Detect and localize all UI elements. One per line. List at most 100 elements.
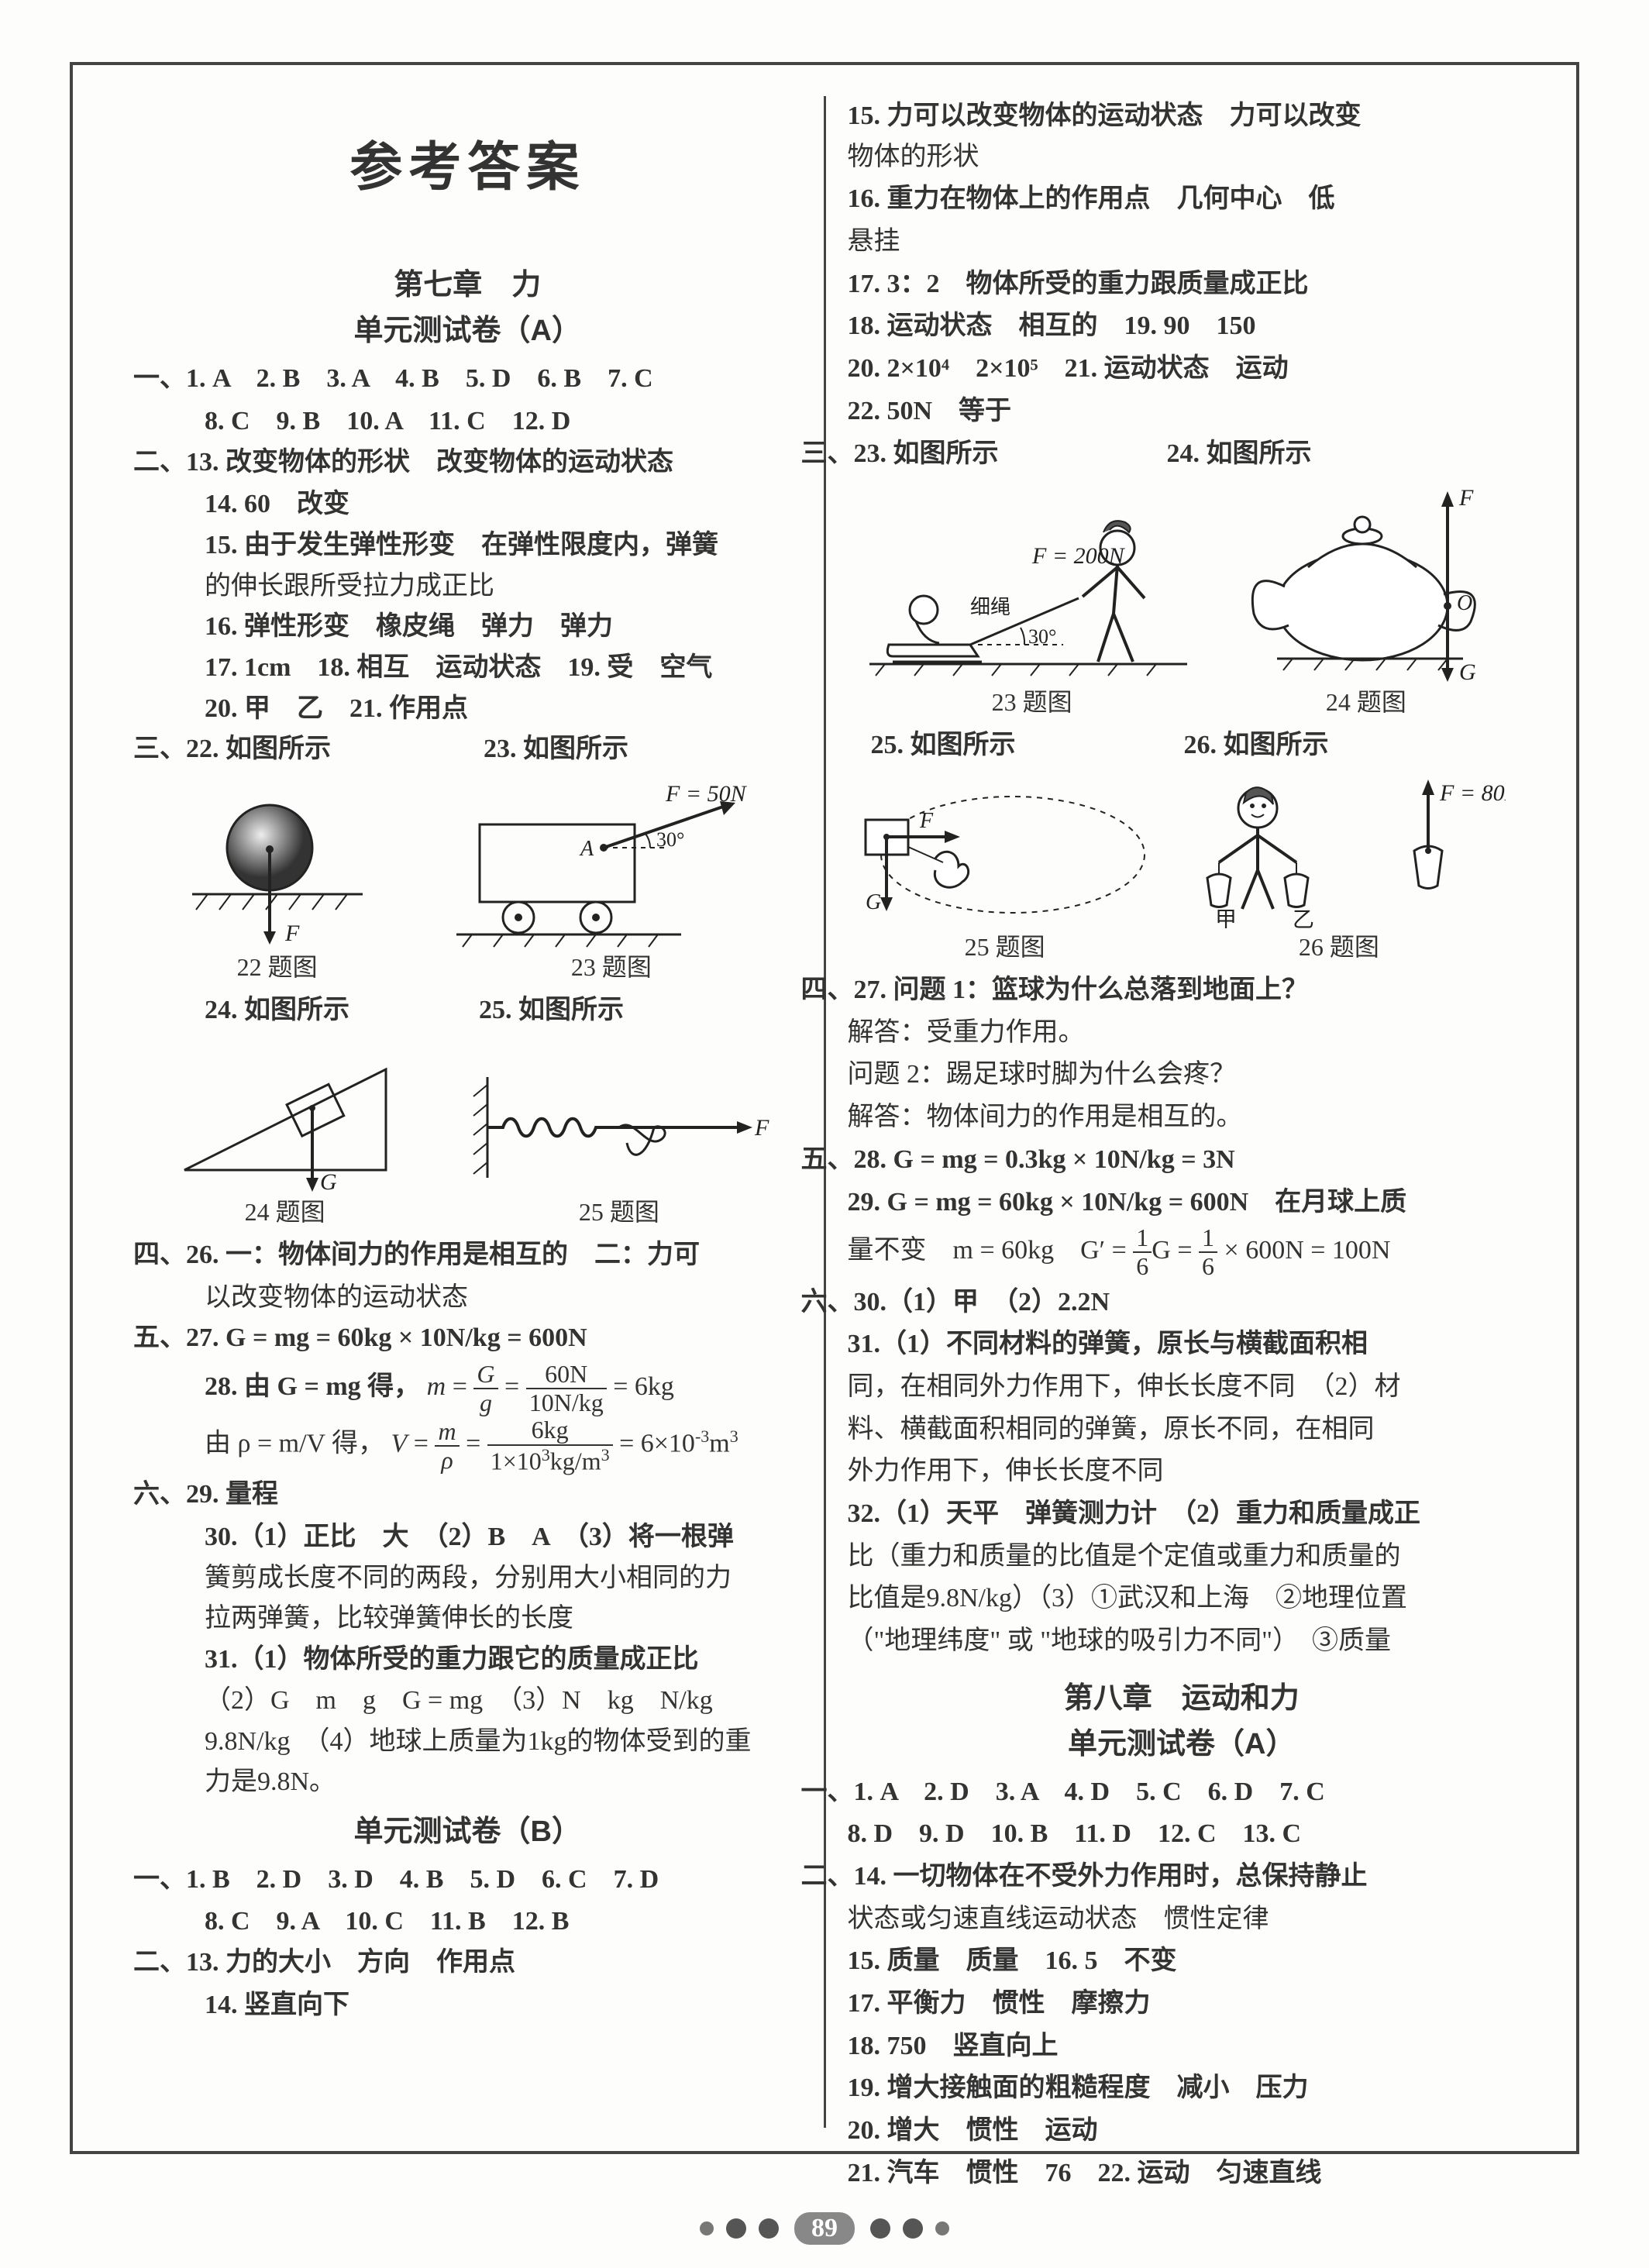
left-column: 参考答案 第七章 力 单元测试卷（A） 一、1. A 2. B 3. A 4. … — [112, 96, 824, 2128]
fig-25-svg: F — [464, 1062, 774, 1193]
r-ans-22: 22. 50N 等于 — [848, 391, 1516, 432]
b-section-1-tag: 一、 — [133, 1865, 186, 1894]
right-column: 15. 力可以改变物体的运动状态 力可以改变 物体的形状 16. 重力在物体上的… — [826, 96, 1538, 2128]
r-labels-25-26: 25. 如图所示 26. 如图所示 — [848, 725, 1516, 766]
r-fig-23: 细绳 30° F = 200N 23 题图 — [862, 490, 1203, 722]
footer-dot-icon — [935, 2222, 949, 2235]
ans-31c: 9.8N/kg （4）地球上质量为1kg的物体受到的重 — [133, 1722, 802, 1763]
r-fig26-b: 乙 — [1293, 908, 1314, 928]
c-ans-19: 19. 增大接触面的粗糙程度 减小 压力 — [848, 2068, 1516, 2109]
r-fig-26-svg: 甲 乙 F = 80N — [1172, 773, 1506, 928]
ans-8-12: 8. C 9. B 10. A 11. C 12. D — [133, 401, 802, 442]
ans-25: 25. 如图所示 — [479, 996, 624, 1024]
cap-25: 25 题图 — [464, 1193, 774, 1232]
r-fig-25-svg: F G — [858, 781, 1152, 928]
r-ans-32d: （"地理纬度" 或 "地球的吸引力不同"） ③质量 — [848, 1621, 1516, 1662]
r-cap-24: 24 题图 — [1231, 683, 1502, 722]
r-ans-23: 23. 如图所示 — [854, 439, 999, 468]
r-ans-27c: 问题 2：踢足球时脚为什么会疼？ — [848, 1055, 1516, 1096]
r-fig23-force: F = 200N — [1031, 543, 1126, 569]
ans-28-line2: 由 ρ = m/V 得， V = mρ = 6kg1×103kg/m3 = 6×… — [133, 1416, 802, 1475]
r-ans-29a: 29. G = mg = 60kg × 10N/kg = 600N 在月球上质 — [848, 1182, 1516, 1223]
fig-25: F 25 题图 — [464, 1062, 774, 1232]
r-ans-16a: 16. 重力在物体上的作用点 几何中心 低 — [848, 179, 1516, 220]
r-ans-32a: 32.（1）天平 弹簧测力计 （2）重力和质量成正 — [848, 1494, 1516, 1535]
c-ans-14b: 状态或匀速直线运动状态 惯性定律 — [848, 1899, 1516, 1940]
r-ans-31c: 料、横截面积相同的弹簧，原长不同，在相同 — [848, 1409, 1516, 1451]
section-2-row13: 二、13. 改变物体的形状 改变物体的运动状态 — [133, 442, 802, 484]
ans-24: 24. 如图所示 — [205, 996, 349, 1024]
footer-dot-icon — [726, 2218, 746, 2239]
chapter-7-title: 第七章 力 — [133, 263, 802, 308]
section-1-tag: 一、 — [133, 364, 186, 393]
fig-row-24-25: G 24 题图 — [133, 1038, 802, 1232]
footer-dot-icon — [903, 2218, 923, 2239]
section-6-tag: 六、 — [133, 1480, 186, 1509]
r-ans-27a: 27. 问题 1：篮球为什么总落到地面上？ — [854, 976, 1309, 1004]
r-ans-32c: 比值是9.8N/kg）（3）①武汉和上海 ②地理位置 — [848, 1578, 1516, 1619]
r-fig-row-23-24: 细绳 30° F = 200N 23 题图 — [848, 482, 1516, 722]
r-section-3-tag: 三、 — [801, 439, 854, 468]
svg-text:A: A — [579, 837, 594, 861]
fig-23: A 30° F = 50N 23 题图 — [449, 778, 774, 987]
svg-text:G: G — [320, 1169, 337, 1193]
c-section-2-tag: 二、 — [801, 1862, 854, 1891]
unit-test-b-title: 单元测试卷（B） — [133, 1809, 802, 1855]
c-section-1-tag: 一、 — [801, 1778, 854, 1806]
r-ans-17: 17. 3：2 物体所受的重力跟质量成正比 — [848, 264, 1516, 305]
r-ans-16b: 悬挂 — [848, 222, 1516, 263]
cap-24: 24 题图 — [161, 1193, 409, 1232]
r-fig-24-svg: F G O — [1231, 482, 1502, 683]
c-ans-17: 17. 平衡力 惯性 摩擦力 — [848, 1984, 1516, 2025]
r-ans-18-19: 18. 运动状态 相互的 19. 90 150 — [848, 306, 1516, 347]
content-frame: 参考答案 第七章 力 单元测试卷（A） 一、1. A 2. B 3. A 4. … — [70, 62, 1579, 2154]
cap-23: 23 题图 — [449, 948, 774, 987]
section-2-tag: 二、 — [133, 448, 186, 477]
svg-text:G: G — [866, 890, 881, 914]
section-5-row: 五、27. G = mg = 60kg × 10N/kg = 600N — [133, 1318, 802, 1359]
b-section-2-tag: 二、 — [133, 1948, 186, 1977]
r-ans-26: 26. 如图所示 — [1184, 731, 1329, 759]
page-root: 参考答案 第七章 力 单元测试卷（A） 一、1. A 2. B 3. A 4. … — [0, 0, 1649, 2268]
c-ans-8-13: 8. D 9. D 10. B 11. D 12. C 13. C — [848, 1814, 1516, 1855]
fig-labels-24-25: 24. 如图所示 25. 如图所示 — [133, 990, 802, 1031]
r-ans-27b: 解答：受重力作用。 — [848, 1013, 1516, 1054]
svg-text:F: F — [919, 809, 934, 833]
fig-22-svg: F — [161, 793, 394, 948]
b-section-1-row: 一、1. B 2. D 3. D 4. B 5. D 6. C 7. D — [133, 1860, 802, 1901]
svg-text:F: F — [754, 1115, 769, 1141]
section-5-tag: 五、 — [133, 1323, 186, 1352]
ans-30a: 30.（1）正比 大 （2）B A （3）将一根弹 — [133, 1517, 802, 1558]
r-fig26-a: 甲 — [1215, 908, 1237, 928]
page-footer: 89 — [0, 2212, 1649, 2245]
ans-31b: （2）G m g G = mg （3）N kg N/kg — [133, 1681, 802, 1722]
fig-24-svg: G — [161, 1038, 409, 1193]
c-ans-14a: 14. 一切物体在不受外力作用时，总保持静止 — [854, 1862, 1368, 1891]
r-cap-25: 25 题图 — [858, 928, 1152, 967]
c-section-1-row: 一、1. A 2. D 3. A 4. D 5. C 6. D 7. C — [801, 1772, 1516, 1813]
fig-23-svg: A 30° F = 50N — [449, 778, 774, 948]
r-section-5-tag: 五、 — [801, 1145, 854, 1174]
r-ans-29b: 量不变 m = 60kg G′ = 16G = 16 × 600N = 100N — [848, 1224, 1516, 1280]
fig-22: F 22 题图 — [161, 793, 394, 987]
r-ans-15b: 物体的形状 — [848, 137, 1516, 178]
r-ans-15a: 15. 力可以改变物体的运动状态 力可以改变 — [848, 96, 1516, 137]
r-ans-25: 25. 如图所示 — [871, 731, 1016, 759]
svg-text:O: O — [1457, 591, 1472, 615]
r-ans-30: 30.（1）甲 （2）2.2N — [854, 1288, 1110, 1316]
section-1-row1: 一、1. A 2. B 3. A 4. B 5. D 6. B 7. C — [133, 359, 802, 400]
ans-26a: 26. 一：物体间力的作用是相互的 二：力可 — [186, 1241, 700, 1269]
cap-22: 22 题图 — [161, 948, 394, 987]
r-cap-26: 26 题图 — [1172, 928, 1506, 967]
main-title: 参考答案 — [133, 127, 802, 208]
r-cap-23: 23 题图 — [862, 683, 1203, 722]
r-section-6-tag: 六、 — [801, 1288, 854, 1316]
ans-30b: 簧剪成长度不同的两段，分别用大小相同的力 — [133, 1558, 802, 1599]
r-section-3-row: 三、23. 如图所示 24. 如图所示 — [801, 434, 1516, 475]
fig-row-22-23: F 22 题图 — [133, 778, 802, 987]
footer-dot-icon — [870, 2218, 890, 2239]
ans-16: 16. 弹性形变 橡皮绳 弹力 弹力 — [133, 607, 802, 648]
r-fig-24: F G O 24 题图 — [1231, 482, 1502, 722]
section-3-tag: 三、 — [133, 735, 186, 763]
ans-1-7: 1. A 2. B 3. A 4. B 5. D 6. B 7. C — [186, 364, 653, 393]
